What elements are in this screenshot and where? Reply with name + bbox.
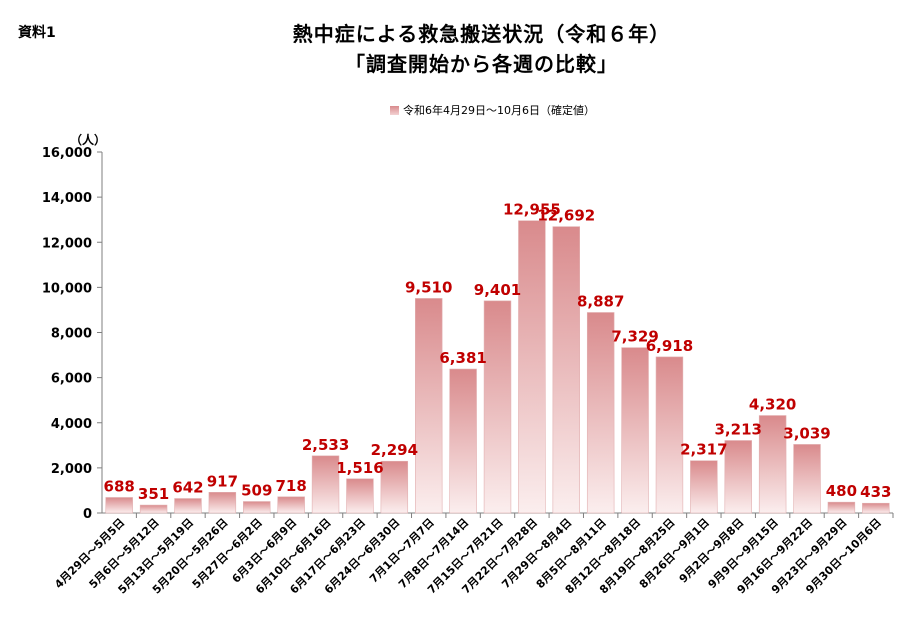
chart-title-line-2: 「調査開始から各週の比較」 [345, 52, 618, 76]
y-tick-label: 12,000 [42, 236, 92, 251]
legend: 令和6年4月29日～10月6日（確定値） [390, 102, 595, 118]
data-label: 9,401 [474, 281, 521, 299]
y-tick-label: 2,000 [51, 462, 92, 477]
data-label: 351 [138, 485, 169, 503]
bar [174, 498, 202, 514]
y-tick-label: 0 [83, 507, 92, 522]
y-tick-label: 4,000 [51, 417, 92, 432]
data-label: 642 [172, 479, 203, 497]
bar [346, 478, 374, 514]
data-label: 3,213 [715, 421, 762, 439]
bar [139, 504, 168, 514]
bar [243, 501, 271, 514]
data-label: 8,887 [577, 292, 624, 310]
bar [449, 368, 477, 514]
data-label: 917 [207, 472, 238, 490]
bar [621, 347, 649, 514]
bar [208, 492, 237, 514]
data-label: 12,955 [503, 201, 561, 219]
bar [380, 460, 409, 514]
bar [586, 312, 615, 514]
data-label: 6,918 [646, 337, 693, 355]
bar [690, 460, 718, 514]
data-label: 2,533 [302, 436, 349, 454]
bar [105, 497, 133, 514]
bar [724, 440, 752, 514]
legend-label: 令和6年4月29日～10月6日（確定値） [403, 104, 595, 117]
data-label: 688 [104, 477, 135, 495]
legend-swatch [390, 105, 399, 115]
data-label: 12,692 [537, 207, 595, 225]
y-tick-label: 8,000 [51, 327, 92, 342]
data-label: 3,039 [783, 424, 830, 442]
y-unit-label: （人） [70, 132, 106, 147]
bar [793, 444, 821, 514]
bar [483, 300, 512, 514]
data-label: 509 [241, 482, 272, 500]
data-label: 7,329 [611, 328, 658, 346]
data-label: 2,317 [680, 441, 727, 459]
data-label: 4,320 [749, 396, 796, 414]
bar [655, 356, 684, 514]
bar [311, 455, 340, 514]
data-label: 718 [275, 477, 306, 495]
data-label: 1,516 [336, 459, 383, 477]
bar [415, 298, 443, 514]
data-label: 433 [860, 483, 891, 501]
bar [827, 501, 856, 514]
chart-title-line-1: 熱中症による救急搬送状況（令和６年） [292, 22, 671, 46]
bar [758, 415, 787, 514]
data-label: 6,381 [439, 349, 486, 367]
y-tick-label: 6,000 [51, 372, 92, 387]
y-tick-label: 10,000 [42, 281, 92, 296]
document-label: 資料1 [18, 25, 56, 41]
data-label: 2,294 [371, 441, 418, 459]
y-tick-label: 16,000 [42, 146, 92, 161]
y-tick-label: 14,000 [42, 191, 92, 206]
bar [862, 502, 890, 514]
data-label: 480 [826, 482, 857, 500]
bar [552, 226, 580, 514]
bar [277, 496, 305, 514]
data-label: 9,510 [405, 278, 452, 296]
bar [518, 220, 546, 514]
